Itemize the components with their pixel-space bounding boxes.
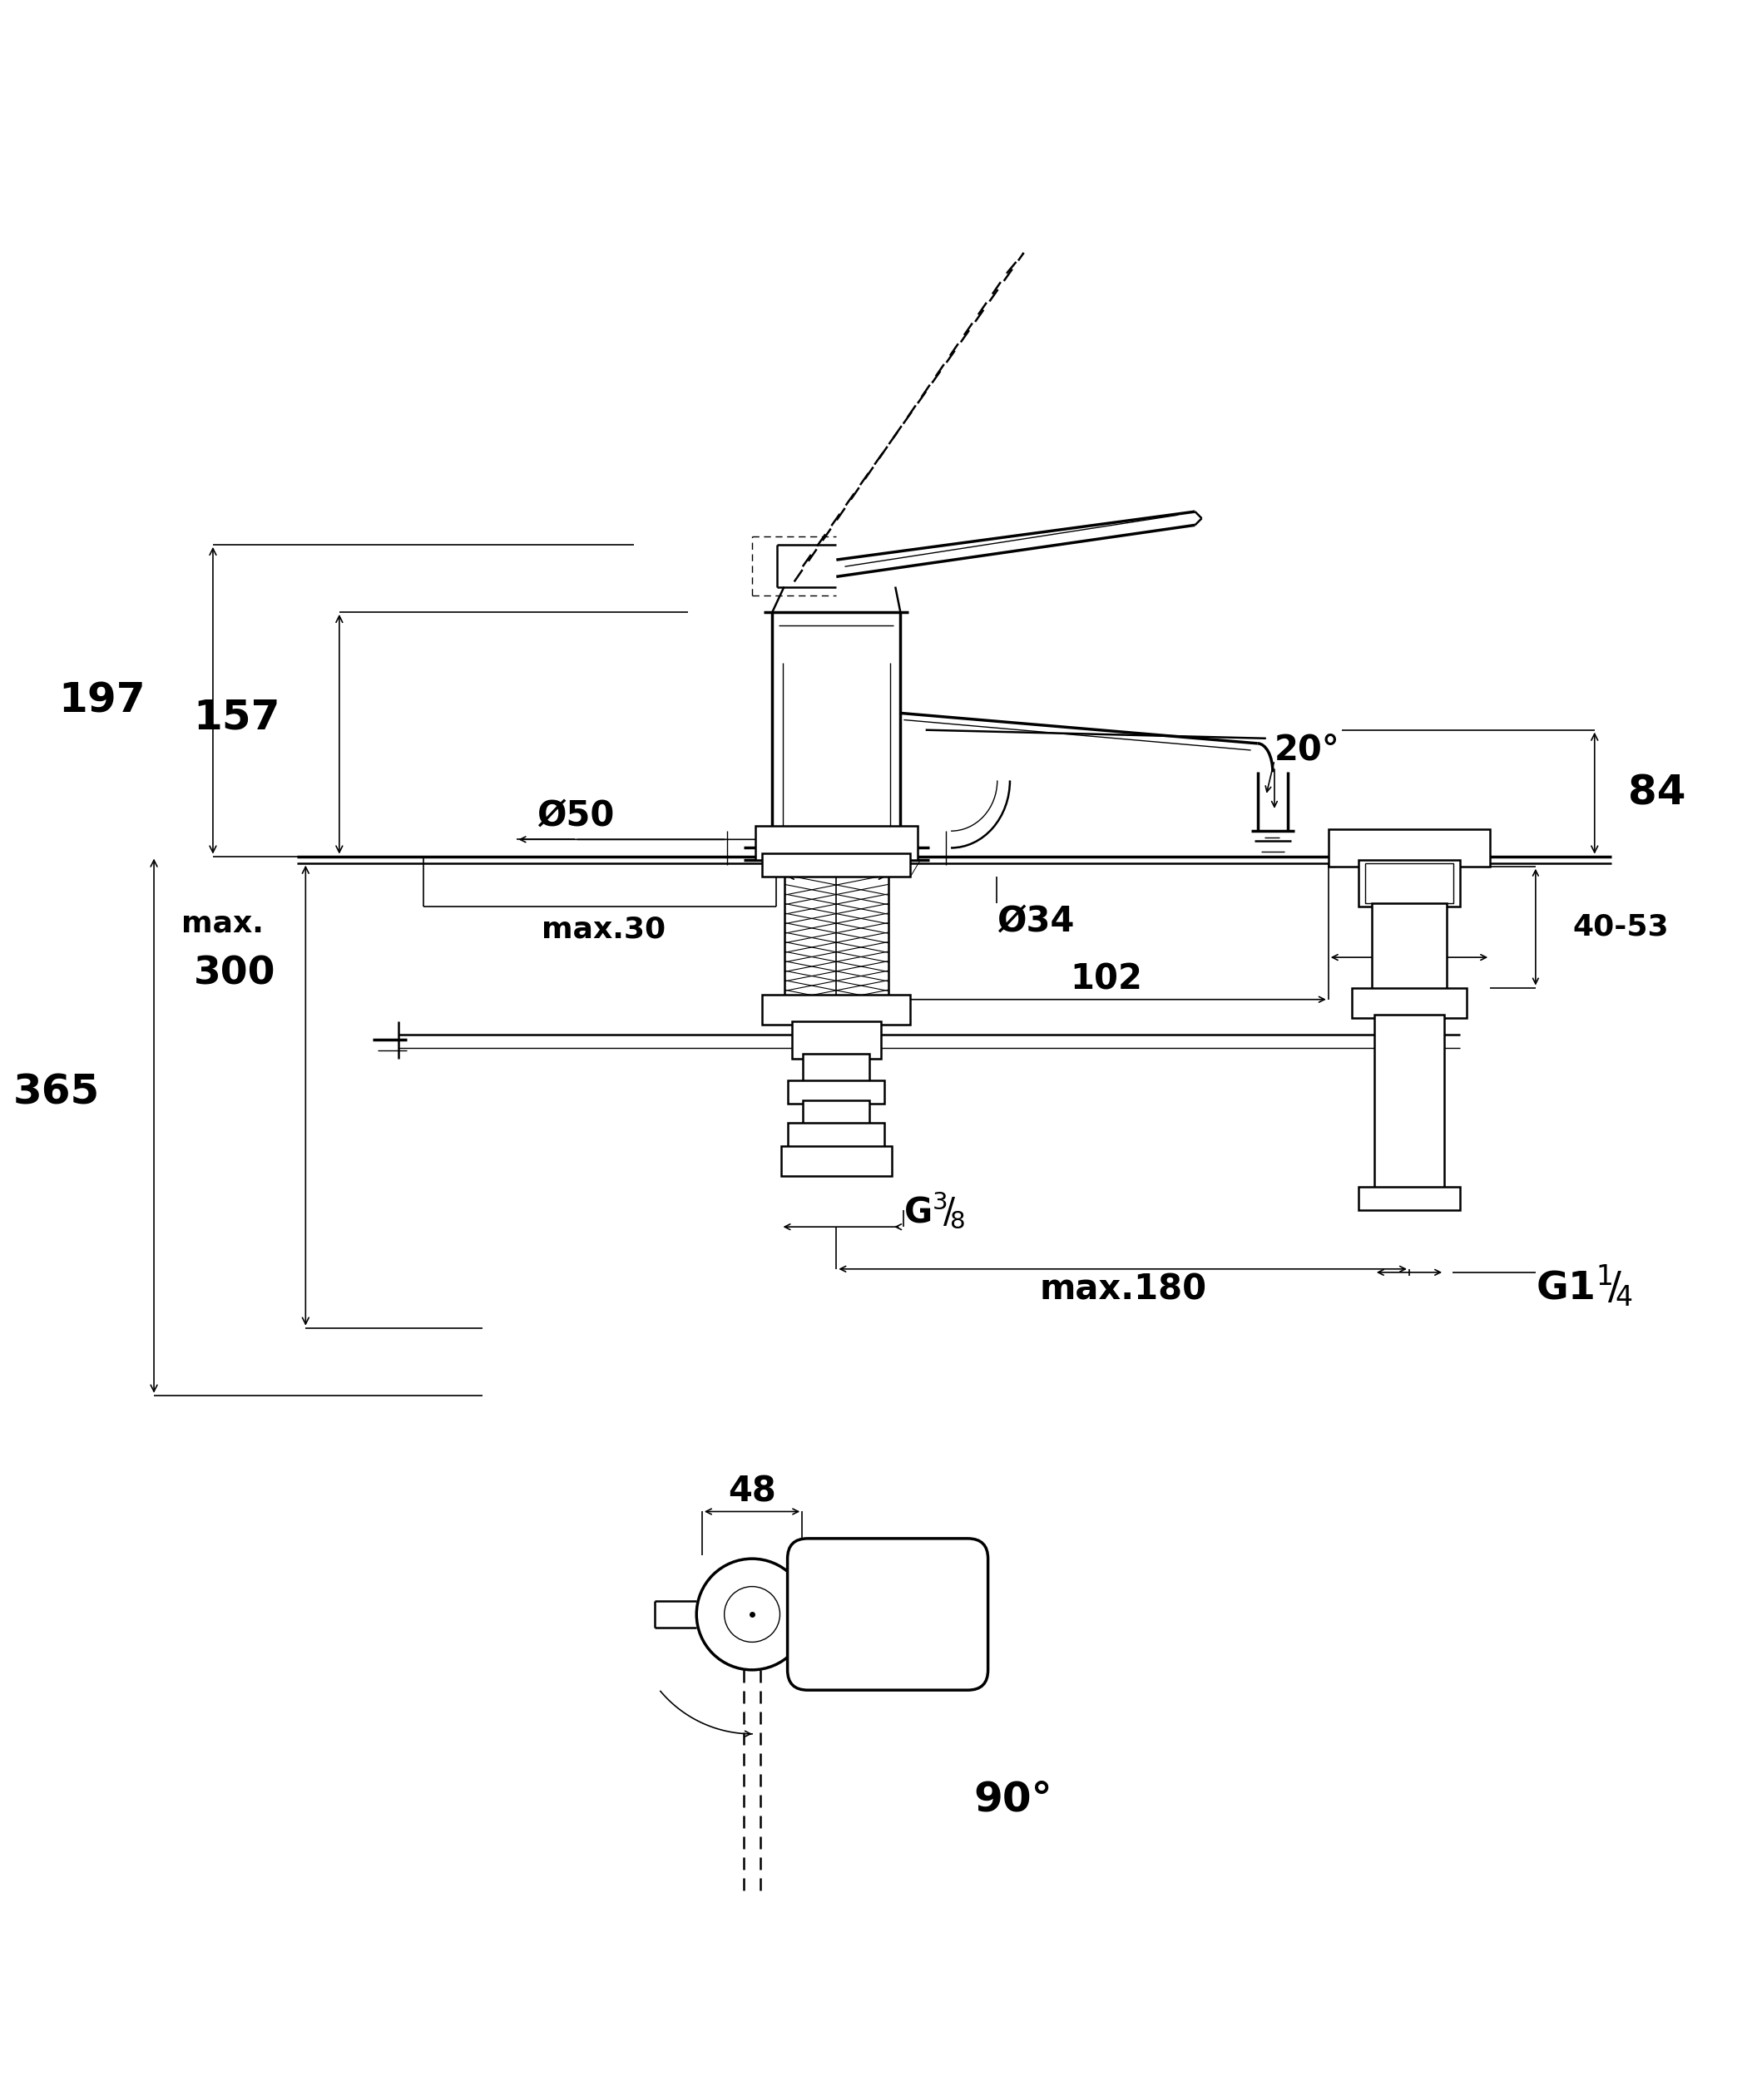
Bar <box>755 825 918 859</box>
Text: Ø34: Ø34 <box>997 903 1074 939</box>
Text: max.: max. <box>180 909 263 939</box>
Text: 48: 48 <box>729 1474 776 1508</box>
Bar <box>1360 859 1459 907</box>
FancyBboxPatch shape <box>787 1539 988 1690</box>
Bar <box>1353 987 1466 1018</box>
Bar <box>1365 863 1452 903</box>
Bar <box>781 1147 892 1176</box>
Text: 84: 84 <box>1628 773 1685 813</box>
Text: Ø50: Ø50 <box>536 798 613 834</box>
Text: 365: 365 <box>14 1073 100 1113</box>
Bar <box>1374 1014 1444 1193</box>
Bar <box>1328 830 1491 867</box>
Bar <box>1360 1186 1459 1210</box>
Bar <box>788 1079 885 1105</box>
Bar <box>762 995 911 1025</box>
Circle shape <box>697 1558 808 1670</box>
Circle shape <box>724 1586 780 1642</box>
Text: max.30: max.30 <box>541 916 666 943</box>
Text: 40-53: 40-53 <box>1573 914 1670 941</box>
Text: 102: 102 <box>1070 962 1142 998</box>
Text: 197: 197 <box>58 680 145 720</box>
Bar <box>792 1021 881 1058</box>
Bar <box>802 1054 869 1088</box>
Text: 157: 157 <box>193 697 280 737</box>
Bar <box>802 1100 869 1126</box>
Text: 90°: 90° <box>974 1779 1053 1819</box>
Text: 300: 300 <box>193 956 275 993</box>
Text: max.180: max.180 <box>1039 1273 1207 1306</box>
Text: G$^3\!/\!_8$: G$^3\!/\!_8$ <box>904 1191 965 1231</box>
Bar <box>1372 903 1447 991</box>
Text: 20°: 20° <box>1274 733 1340 769</box>
Bar <box>762 853 911 876</box>
Bar <box>788 1121 885 1149</box>
Text: Ø63: Ø63 <box>1370 914 1449 949</box>
Text: G1$^1\!/\!_4$: G1$^1\!/\!_4$ <box>1535 1262 1633 1308</box>
